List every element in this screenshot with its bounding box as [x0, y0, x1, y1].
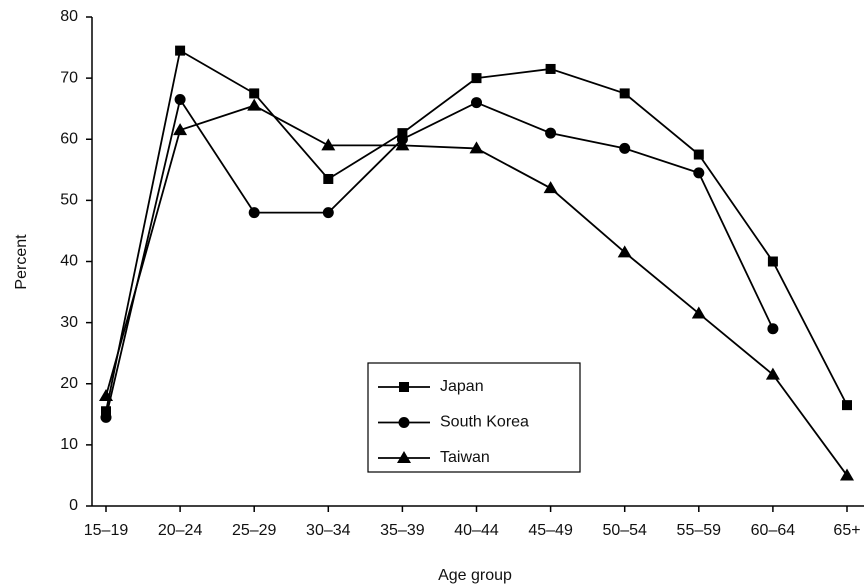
y-tick-label: 70: [60, 69, 78, 86]
marker: [101, 406, 111, 417]
x-tick-label: 65+: [833, 522, 860, 539]
marker: [767, 256, 778, 267]
marker: [543, 181, 558, 194]
y-axis-label: Percent: [13, 234, 30, 290]
y-tick-label: 40: [60, 253, 78, 270]
series-line: [105, 97, 774, 418]
marker: [175, 45, 186, 56]
marker: [99, 388, 113, 401]
y-tick-label: 80: [60, 8, 78, 25]
legend-label: Taiwan: [440, 449, 490, 466]
legend-marker: [398, 417, 410, 428]
x-tick-label: 55–59: [677, 522, 722, 539]
marker: [397, 128, 408, 139]
y-tick-label: 0: [69, 497, 78, 514]
marker: [395, 138, 410, 151]
y-tick-label: 60: [60, 130, 78, 147]
marker: [545, 63, 556, 74]
legend-marker: [397, 451, 411, 463]
x-tick-label: 60–64: [751, 522, 796, 539]
marker: [173, 123, 188, 136]
x-tick-label: 20–24: [158, 522, 203, 539]
marker: [765, 367, 780, 380]
x-tick-label: 35–39: [380, 522, 425, 539]
marker: [767, 323, 779, 335]
y-tick-label: 50: [60, 192, 78, 209]
x-tick-label: 30–34: [306, 522, 351, 539]
legend-label: Japan: [440, 378, 484, 395]
marker: [174, 94, 186, 106]
marker: [248, 207, 260, 219]
x-tick-label: 50–54: [602, 522, 647, 539]
x-tick-label: 40–44: [454, 522, 499, 539]
x-tick-label: 45–49: [528, 522, 573, 539]
marker: [322, 207, 334, 219]
marker: [471, 73, 482, 84]
marker: [247, 98, 262, 111]
marker: [100, 411, 112, 423]
marker: [545, 127, 557, 139]
marker: [249, 88, 260, 99]
marker: [693, 167, 705, 179]
legend-marker: [399, 382, 409, 392]
marker: [321, 138, 336, 151]
marker: [619, 142, 631, 154]
x-tick-label: 25–29: [232, 522, 277, 539]
y-tick-label: 10: [60, 436, 78, 453]
marker: [691, 306, 706, 319]
marker: [619, 88, 630, 99]
marker: [693, 149, 704, 160]
x-axis-label: Age group: [438, 567, 512, 584]
marker: [840, 468, 854, 481]
marker: [617, 245, 632, 258]
y-tick-label: 20: [60, 375, 78, 392]
marker: [469, 141, 484, 154]
marker: [471, 97, 482, 109]
y-tick-label: 30: [60, 314, 78, 331]
marker: [842, 400, 852, 411]
legend-label: South Korea: [440, 414, 529, 431]
marker: [323, 173, 334, 184]
x-tick-label: 15–19: [84, 522, 129, 539]
